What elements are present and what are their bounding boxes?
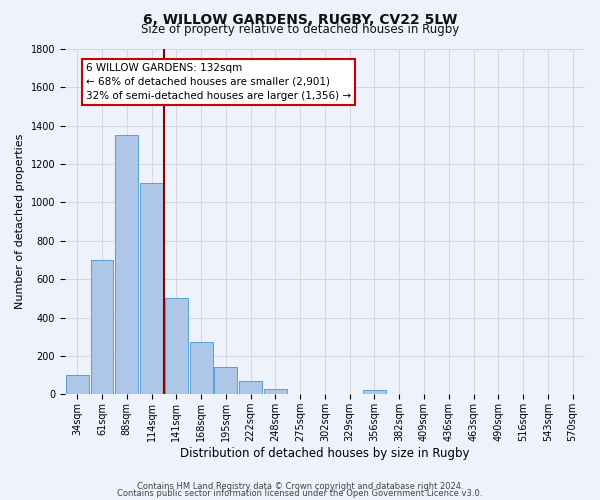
Bar (264, 388, 287, 394)
Bar (115, 136, 138, 394)
X-axis label: Distribution of detached houses by size in Rugby: Distribution of detached houses by size … (180, 447, 470, 460)
Text: Contains public sector information licensed under the Open Government Licence v3: Contains public sector information licen… (118, 489, 482, 498)
Bar (91, 260, 113, 394)
Bar (214, 368, 237, 394)
Text: Contains HM Land Registry data © Crown copyright and database right 2024.: Contains HM Land Registry data © Crown c… (137, 482, 463, 491)
Bar (165, 298, 188, 394)
Y-axis label: Number of detached properties: Number of detached properties (15, 134, 25, 310)
Bar (140, 184, 163, 394)
Bar (66, 375, 89, 394)
Bar (190, 342, 212, 394)
Text: Size of property relative to detached houses in Rugby: Size of property relative to detached ho… (141, 22, 459, 36)
Bar (239, 381, 262, 394)
Text: 6, WILLOW GARDENS, RUGBY, CV22 5LW: 6, WILLOW GARDENS, RUGBY, CV22 5LW (143, 12, 457, 26)
Text: 6 WILLOW GARDENS: 132sqm
← 68% of detached houses are smaller (2,901)
32% of sem: 6 WILLOW GARDENS: 132sqm ← 68% of detach… (86, 63, 351, 101)
Bar (363, 390, 386, 394)
